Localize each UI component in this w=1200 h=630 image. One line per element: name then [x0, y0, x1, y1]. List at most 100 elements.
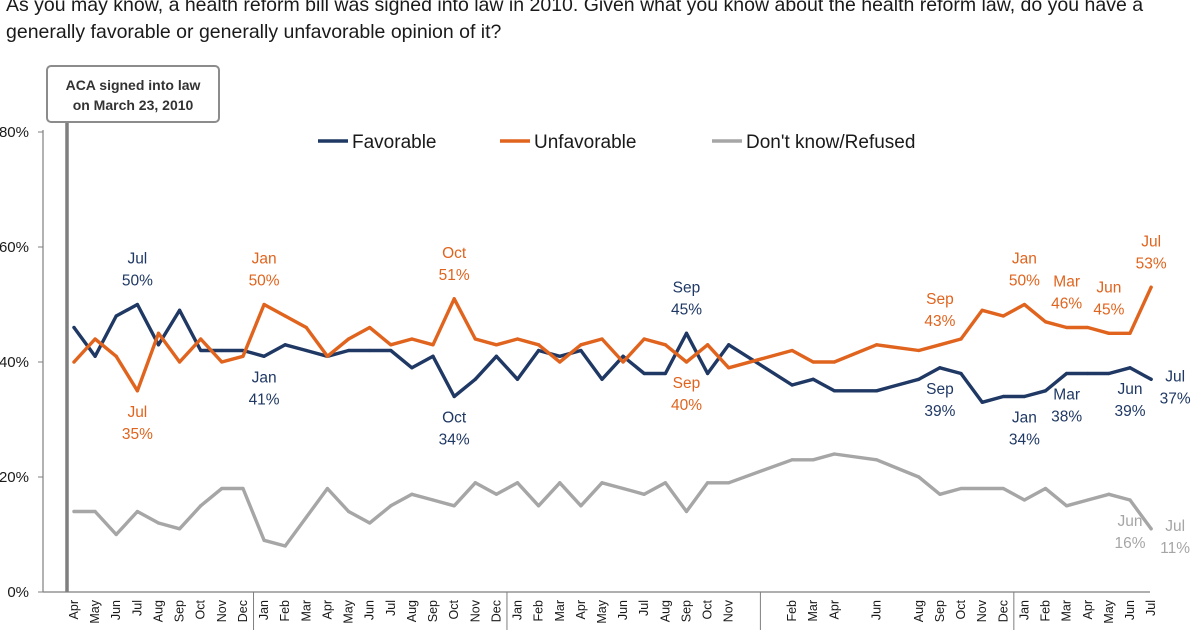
data-point-don-t-know-refused	[727, 481, 731, 485]
legend-label-don-t-know-refused: Don't know/Refused	[746, 132, 915, 153]
data-point-favorable	[874, 389, 879, 393]
data-point-favorable	[917, 377, 921, 381]
data-point-unfavorable	[389, 343, 393, 347]
data-point-favorable	[1086, 371, 1090, 376]
data-point-favorable	[178, 308, 182, 312]
data-label-text: Mar	[1053, 274, 1080, 291]
data-label-text: 37%	[1160, 390, 1191, 407]
data-point-unfavorable	[706, 343, 710, 347]
data-label-text: 45%	[1093, 301, 1124, 318]
data-point-unfavorable	[727, 366, 731, 370]
data-point-don-t-know-refused	[325, 486, 330, 491]
x-tick-label: Jul	[637, 600, 651, 616]
x-tick-label: Mar	[806, 600, 820, 622]
aca-callout-line1: ACA signed into law	[66, 77, 201, 93]
data-point-unfavorable	[452, 297, 456, 301]
x-tick-label: Sep	[679, 600, 693, 622]
data-point-favorable	[114, 314, 118, 318]
data-point-unfavorable	[72, 360, 76, 364]
data-label-text: Jun	[1118, 381, 1143, 398]
data-label-text: 11%	[1160, 540, 1190, 557]
data-point-don-t-know-refused	[832, 452, 836, 456]
series-line-favorable	[72, 302, 1153, 404]
data-point-unfavorable	[325, 354, 330, 358]
data-point-unfavorable	[473, 337, 477, 341]
series-line-don-t-know-refused	[72, 452, 1153, 548]
data-label-favorable: Jul 37%	[1160, 368, 1191, 407]
x-tick-label: Nov	[468, 599, 482, 622]
data-point-don-t-know-refused	[684, 509, 689, 514]
data-point-unfavorable	[156, 331, 161, 335]
data-point-favorable	[642, 371, 646, 376]
data-point-don-t-know-refused	[304, 515, 308, 519]
x-tick-label: Mar	[299, 600, 313, 622]
x-tick-label: Jan	[511, 600, 525, 620]
data-label-unfavorable: Jul 53%	[1136, 233, 1167, 272]
data-point-don-t-know-refused	[938, 492, 942, 496]
data-label-favorable: Jan 41%	[249, 369, 280, 408]
x-tick-label: Jul	[130, 600, 144, 616]
data-point-unfavorable	[283, 314, 287, 318]
data-point-unfavorable	[938, 343, 942, 347]
x-tick-label: Jun	[363, 600, 377, 620]
data-point-unfavorable	[621, 360, 625, 364]
data-label-favorable: Jul 50%	[122, 251, 153, 290]
x-tick-label: Jul	[1144, 600, 1158, 616]
x-tick-label: Dec	[236, 600, 250, 622]
data-point-don-t-know-refused	[283, 544, 287, 548]
data-label-unfavorable: Mar 46%	[1051, 274, 1082, 313]
data-point-favorable	[558, 354, 562, 358]
data-label-unfavorable: Jul 35%	[122, 404, 153, 443]
data-label-text: Jan	[252, 251, 277, 268]
x-tick-label: Feb	[278, 600, 292, 622]
data-point-favorable	[600, 377, 604, 381]
data-point-don-t-know-refused	[346, 509, 351, 514]
x-tick-label: Sep	[426, 600, 440, 622]
data-point-favorable	[706, 371, 710, 376]
data-point-unfavorable	[537, 343, 541, 347]
data-label-text: 38%	[1051, 409, 1082, 426]
data-point-favorable	[410, 366, 414, 370]
data-point-favorable	[684, 331, 689, 335]
data-label-text: 45%	[671, 301, 702, 318]
data-point-favorable	[579, 348, 583, 353]
data-point-favorable	[494, 354, 498, 358]
data-label-text: Sep	[673, 279, 701, 296]
data-point-don-t-know-refused	[199, 504, 203, 508]
x-tick-label: Oct	[954, 599, 968, 619]
data-point-don-t-know-refused	[156, 521, 161, 525]
data-point-don-t-know-refused	[537, 504, 541, 508]
data-point-favorable	[938, 366, 942, 370]
data-point-unfavorable	[811, 360, 815, 364]
data-point-favorable	[220, 348, 224, 353]
x-tick-label: Apr	[574, 600, 588, 619]
data-point-favorable	[537, 348, 541, 353]
data-point-don-t-know-refused	[431, 498, 435, 502]
data-point-favorable	[156, 343, 161, 347]
aca-callout: ACA signed into law on March 23, 2010	[46, 65, 220, 123]
data-label-text: 34%	[439, 432, 470, 449]
x-tick-label: Jun	[1123, 600, 1137, 620]
data-label-don-t-know-refused: Jun 16%	[1114, 513, 1145, 552]
y-tick-label: 80%	[0, 124, 29, 141]
data-point-unfavorable	[1065, 325, 1069, 330]
data-point-don-t-know-refused	[220, 486, 224, 491]
data-label-don-t-know-refused: Jul 11%	[1160, 518, 1190, 557]
data-point-unfavorable	[874, 343, 879, 347]
data-point-favorable	[663, 371, 667, 376]
data-label-favorable: Sep 39%	[924, 381, 955, 420]
data-point-unfavorable	[959, 337, 963, 341]
y-tick-label: 0%	[7, 584, 29, 601]
data-label-text: 40%	[671, 397, 702, 414]
data-point-don-t-know-refused	[706, 481, 710, 485]
data-point-don-t-know-refused	[917, 475, 921, 479]
data-point-don-t-know-refused	[178, 527, 182, 531]
data-point-don-t-know-refused	[663, 481, 667, 485]
data-point-favorable	[135, 302, 139, 307]
data-point-unfavorable	[346, 337, 351, 341]
data-point-unfavorable	[262, 302, 266, 307]
data-point-unfavorable	[515, 337, 520, 341]
data-point-favorable	[1065, 371, 1069, 376]
data-label-text: 51%	[439, 267, 470, 284]
